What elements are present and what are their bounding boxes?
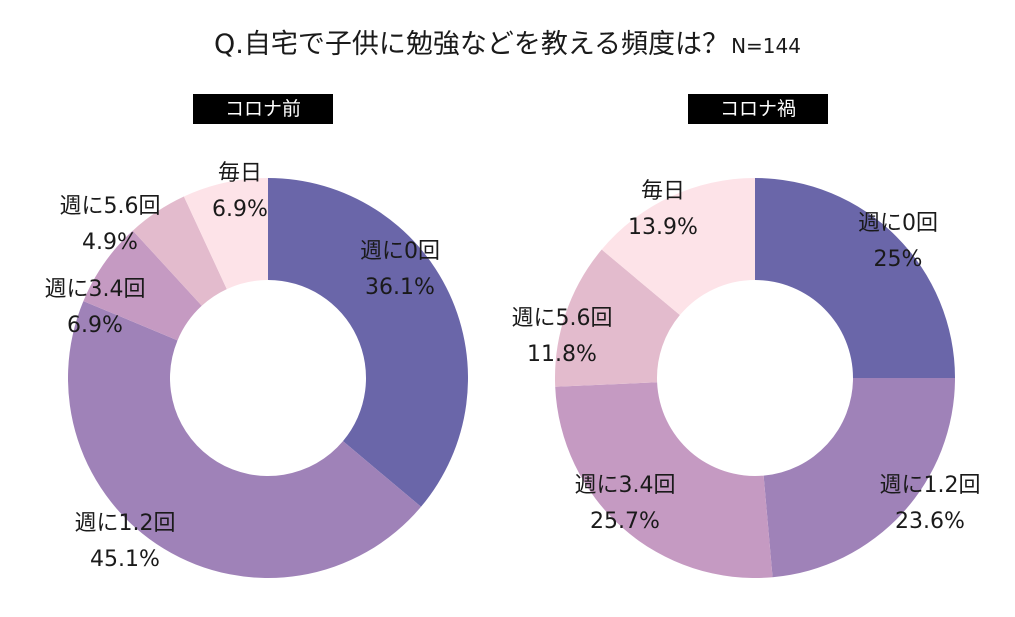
label-during-daily: 毎日 13.9% [628, 179, 698, 240]
slice-before-weekly-5-6 [132, 196, 227, 306]
percent-label-before-daily: 6.9% [212, 197, 268, 222]
slice-during-weekly-0 [755, 178, 955, 378]
label-before-daily: 毎日 6.9% [212, 161, 268, 222]
category-label-during-weekly-1-2: 週に1.2回 [880, 473, 981, 498]
slice-during-weekly-1-2 [763, 378, 955, 578]
percent-label-during-weekly-1-2: 23.6% [895, 509, 965, 534]
label-during-weekly-1-2: 週に1.2回 23.6% [880, 473, 981, 534]
slice-before-weekly-0 [268, 178, 468, 507]
category-label-during-weekly-0: 週に0回 [858, 211, 938, 236]
category-label-during-daily: 毎日 [641, 179, 685, 204]
category-label-before-weekly-0: 週に0回 [360, 239, 440, 264]
slice-before-daily [183, 178, 268, 290]
slice-during-weekly-3-4 [555, 382, 773, 578]
percent-label-before-weekly-1-2: 45.1% [90, 547, 160, 572]
percent-label-before-weekly-0: 36.1% [365, 275, 435, 300]
slice-before-weekly-3-4 [83, 230, 202, 341]
percent-label-before-weekly-3-4: 6.9% [67, 313, 123, 338]
label-during-weekly-0: 週に0回 25% [858, 211, 938, 272]
percent-label-before-weekly-5-6: 4.9% [82, 230, 138, 255]
panel-title-before: コロナ前 [193, 94, 333, 124]
category-label-before-weekly-1-2: 週に1.2回 [75, 511, 176, 536]
slice-during-daily [601, 178, 755, 316]
category-label-before-daily: 毎日 [218, 161, 262, 186]
panel-title-during: コロナ禍 [688, 94, 828, 124]
percent-label-during-daily: 13.9% [628, 215, 698, 240]
slice-during-weekly-5-6 [555, 249, 680, 387]
label-before-weekly-0: 週に0回 36.1% [360, 239, 440, 300]
percent-label-during-weekly-0: 25% [874, 247, 923, 272]
label-before-weekly-3-4: 週に3.4回 6.9% [45, 277, 146, 338]
category-label-before-weekly-3-4: 週に3.4回 [45, 277, 146, 302]
category-label-before-weekly-5-6: 週に5.6回 [60, 194, 161, 219]
percent-label-during-weekly-5-6: 11.8% [527, 342, 597, 367]
category-label-during-weekly-5-6: 週に5.6回 [512, 306, 613, 331]
slice-before-weekly-1-2 [67, 301, 422, 578]
label-during-weekly-3-4: 週に3.4回 25.7% [575, 473, 676, 534]
label-during-weekly-5-6: 週に5.6回 11.8% [512, 306, 613, 367]
question-text: Q.自宅で子供に勉強などを教える頻度は？ [214, 29, 730, 60]
label-before-weekly-1-2: 週に1.2回 45.1% [75, 511, 176, 572]
sample-size: N=144 [731, 34, 801, 58]
label-before-weekly-5-6: 週に5.6回 4.9% [60, 194, 161, 255]
percent-label-during-weekly-3-4: 25.7% [590, 509, 660, 534]
chart-title: Q.自宅で子供に勉強などを教える頻度は？ N=144 [0, 22, 1015, 61]
category-label-during-weekly-3-4: 週に3.4回 [575, 473, 676, 498]
